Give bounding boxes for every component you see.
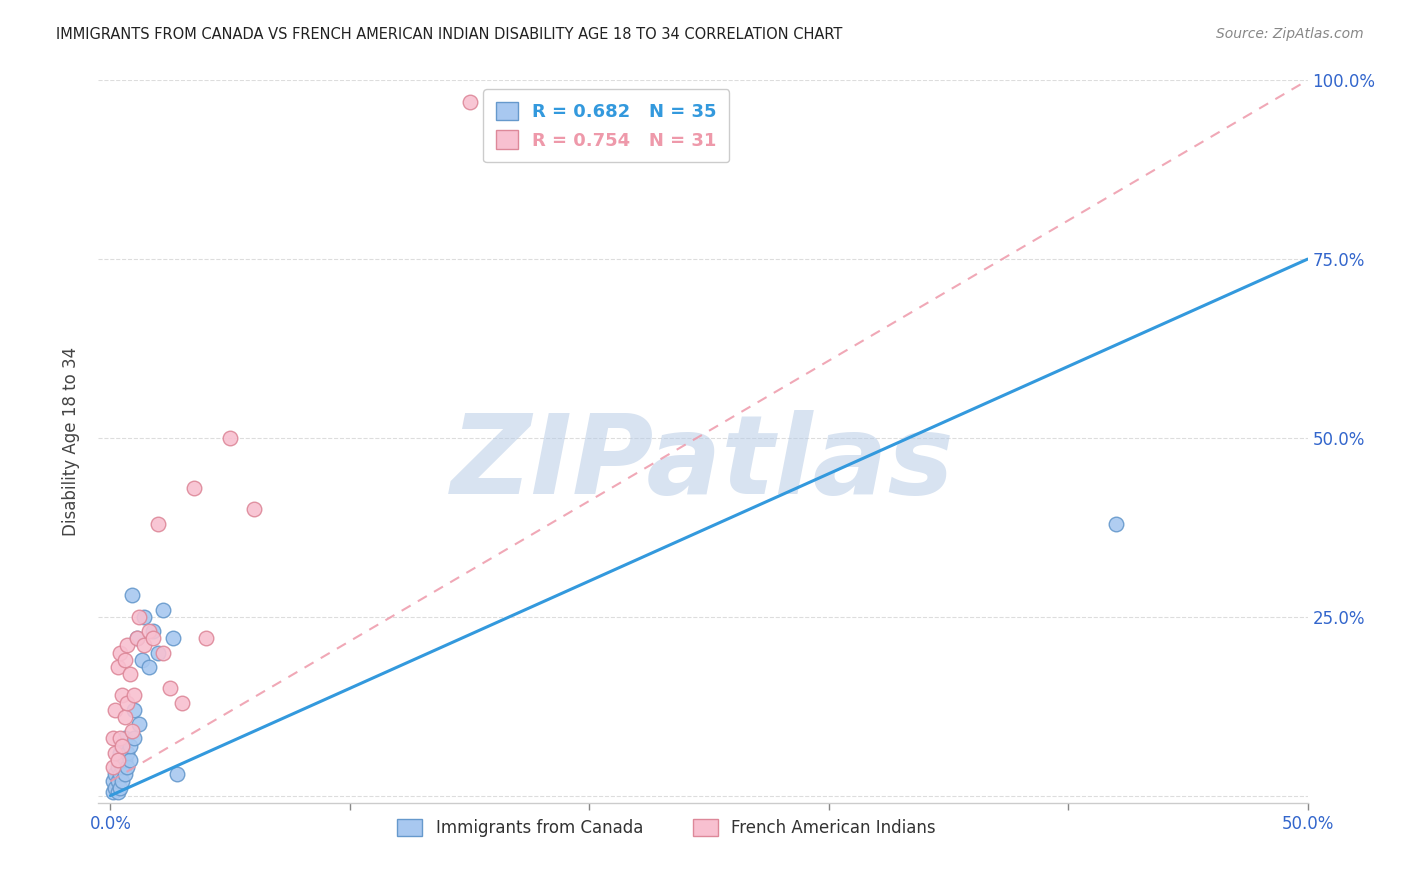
Text: Source: ZipAtlas.com: Source: ZipAtlas.com xyxy=(1216,27,1364,41)
Point xyxy=(104,767,127,781)
Point xyxy=(152,602,174,616)
Point xyxy=(131,653,153,667)
Point xyxy=(125,632,148,646)
Point xyxy=(125,632,148,646)
Point xyxy=(114,710,136,724)
Point xyxy=(111,774,134,789)
Point xyxy=(128,609,150,624)
Point xyxy=(142,632,165,646)
Point xyxy=(148,646,170,660)
Point xyxy=(108,646,131,660)
Point xyxy=(114,767,136,781)
Point xyxy=(115,696,138,710)
Point xyxy=(111,760,134,774)
Point xyxy=(108,746,131,760)
Point xyxy=(142,624,165,639)
Point xyxy=(101,774,124,789)
Point xyxy=(114,653,136,667)
Point xyxy=(482,95,505,109)
Point xyxy=(107,760,129,774)
Point xyxy=(458,95,481,109)
Point xyxy=(138,660,160,674)
Point xyxy=(107,660,129,674)
Point xyxy=(195,632,218,646)
Point xyxy=(108,731,131,746)
Point xyxy=(104,781,127,796)
Point xyxy=(148,516,170,531)
Point xyxy=(107,753,129,767)
Point xyxy=(124,703,146,717)
Point xyxy=(111,739,134,753)
Point xyxy=(124,731,146,746)
Point xyxy=(124,689,146,703)
Point xyxy=(114,731,136,746)
Legend: Immigrants from Canada, French American Indians: Immigrants from Canada, French American … xyxy=(385,807,948,848)
Point xyxy=(108,781,131,796)
Point xyxy=(111,739,134,753)
Point xyxy=(111,689,134,703)
Point xyxy=(132,609,155,624)
Point xyxy=(115,746,138,760)
Point xyxy=(107,785,129,799)
Point xyxy=(152,646,174,660)
Point xyxy=(104,746,127,760)
Point xyxy=(159,681,181,696)
Point xyxy=(128,717,150,731)
Point xyxy=(107,774,129,789)
Point xyxy=(132,639,155,653)
Y-axis label: Disability Age 18 to 34: Disability Age 18 to 34 xyxy=(62,347,80,536)
Point xyxy=(219,431,242,445)
Point xyxy=(118,753,141,767)
Point xyxy=(101,785,124,799)
Point xyxy=(115,639,138,653)
Point xyxy=(243,502,266,516)
Point xyxy=(114,753,136,767)
Point xyxy=(115,760,138,774)
Point xyxy=(166,767,188,781)
Point xyxy=(172,696,194,710)
Point xyxy=(104,703,127,717)
Text: ZIPatlas: ZIPatlas xyxy=(451,409,955,516)
Point xyxy=(121,588,143,602)
Point xyxy=(118,739,141,753)
Point xyxy=(121,724,143,739)
Point xyxy=(118,667,141,681)
Point xyxy=(101,731,124,746)
Point xyxy=(108,767,131,781)
Point xyxy=(183,481,205,495)
Point xyxy=(138,624,160,639)
Point xyxy=(1105,516,1128,531)
Text: IMMIGRANTS FROM CANADA VS FRENCH AMERICAN INDIAN DISABILITY AGE 18 TO 34 CORRELA: IMMIGRANTS FROM CANADA VS FRENCH AMERICA… xyxy=(56,27,842,42)
Point xyxy=(162,632,184,646)
Point xyxy=(101,760,124,774)
